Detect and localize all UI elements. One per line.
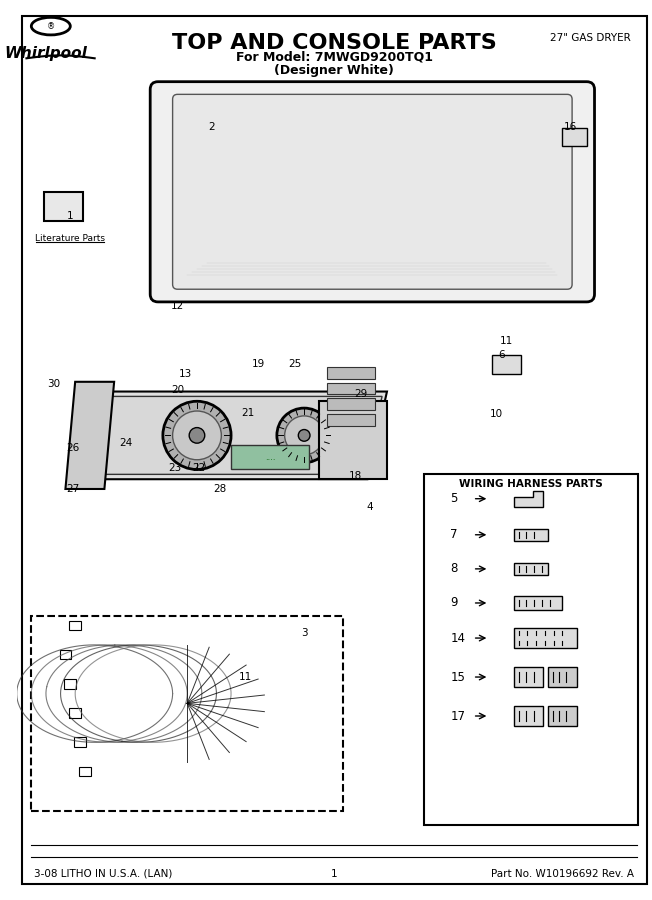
Text: TOP AND CONSOLE PARTS: TOP AND CONSOLE PARTS <box>172 33 497 53</box>
Text: 8: 8 <box>451 562 458 575</box>
Bar <box>548 667 577 687</box>
Bar <box>74 737 86 747</box>
Text: WIRING HARNESS PARTS: WIRING HARNESS PARTS <box>459 479 603 490</box>
Polygon shape <box>80 396 382 474</box>
Text: 1: 1 <box>331 869 338 879</box>
Text: 26: 26 <box>67 443 80 453</box>
Text: 10: 10 <box>490 409 503 419</box>
Text: 11: 11 <box>500 336 513 346</box>
Bar <box>514 667 543 687</box>
Text: 17: 17 <box>451 709 466 723</box>
Bar <box>327 399 376 410</box>
Text: Part No. W10196692 Rev. A: Part No. W10196692 Rev. A <box>492 869 634 879</box>
Bar <box>69 708 81 718</box>
Text: ®: ® <box>47 22 55 31</box>
Polygon shape <box>65 382 114 489</box>
Text: 24: 24 <box>119 438 132 448</box>
Bar <box>79 767 91 777</box>
Text: For Model: 7MWGD9200TQ1: For Model: 7MWGD9200TQ1 <box>236 50 433 64</box>
Circle shape <box>299 429 310 441</box>
Text: 21: 21 <box>241 408 254 418</box>
Bar <box>514 563 548 575</box>
Text: 15: 15 <box>451 670 465 683</box>
Text: (Designer White): (Designer White) <box>274 64 394 77</box>
Bar <box>44 192 83 221</box>
Bar <box>231 446 309 470</box>
Text: 23: 23 <box>168 463 181 473</box>
Bar <box>424 474 638 825</box>
Text: 25: 25 <box>288 359 301 369</box>
Bar <box>514 529 548 541</box>
Circle shape <box>285 416 323 454</box>
Text: Whirlpool: Whirlpool <box>5 46 87 60</box>
Text: 27: 27 <box>67 484 80 494</box>
Text: 5: 5 <box>451 492 458 505</box>
Text: 28: 28 <box>213 484 226 494</box>
Text: 6: 6 <box>499 350 505 361</box>
FancyBboxPatch shape <box>173 94 572 289</box>
Bar <box>31 616 343 811</box>
Bar <box>327 367 376 379</box>
Bar <box>65 679 76 688</box>
Bar <box>563 129 587 146</box>
Text: 11: 11 <box>239 672 252 682</box>
Bar <box>514 596 563 610</box>
Text: 20: 20 <box>171 384 184 394</box>
Polygon shape <box>514 491 543 507</box>
Bar <box>327 382 376 394</box>
Text: 4: 4 <box>366 501 373 511</box>
Text: 16: 16 <box>563 122 577 131</box>
Polygon shape <box>75 392 387 479</box>
Bar <box>69 620 81 630</box>
Text: 27" GAS DRYER: 27" GAS DRYER <box>550 33 630 43</box>
Text: 18: 18 <box>349 472 363 482</box>
Bar <box>59 650 71 660</box>
Bar <box>514 706 543 725</box>
Text: 2: 2 <box>208 122 215 131</box>
Bar <box>492 355 522 374</box>
Bar <box>548 706 577 725</box>
Text: 22: 22 <box>192 463 205 473</box>
Text: 30: 30 <box>47 379 60 389</box>
Text: 7: 7 <box>451 528 458 541</box>
Text: 14: 14 <box>451 632 466 644</box>
Circle shape <box>189 428 205 443</box>
Circle shape <box>173 411 221 460</box>
Bar <box>319 401 387 479</box>
Text: Literature Parts: Literature Parts <box>35 234 106 243</box>
Bar <box>327 414 376 426</box>
Circle shape <box>163 401 231 470</box>
Text: 19: 19 <box>252 359 265 369</box>
Text: 9: 9 <box>451 597 458 609</box>
Text: 3: 3 <box>301 628 308 638</box>
Circle shape <box>277 408 331 463</box>
FancyBboxPatch shape <box>150 82 595 302</box>
Text: ....: .... <box>265 454 275 463</box>
Text: 13: 13 <box>179 369 192 379</box>
Text: 29: 29 <box>354 390 367 400</box>
Text: 1: 1 <box>67 212 74 221</box>
Bar <box>514 628 577 648</box>
Text: 12: 12 <box>171 301 184 310</box>
Text: 3-08 LITHO IN U.S.A. (LAN): 3-08 LITHO IN U.S.A. (LAN) <box>35 869 173 879</box>
